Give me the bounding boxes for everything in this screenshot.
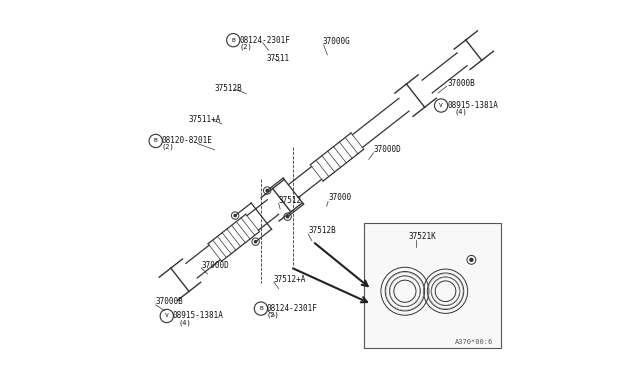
Text: 37000D: 37000D (201, 261, 229, 270)
Text: 08915-1381A: 08915-1381A (172, 311, 223, 320)
Text: 37512B: 37512B (215, 84, 243, 93)
Text: 08120-8201E: 08120-8201E (162, 137, 213, 145)
Circle shape (287, 216, 289, 218)
Text: 08915-1381A: 08915-1381A (447, 101, 499, 110)
FancyBboxPatch shape (364, 223, 501, 349)
Circle shape (255, 241, 257, 243)
Text: (4): (4) (179, 320, 192, 326)
Text: 37512+A: 37512+A (274, 275, 306, 283)
Circle shape (234, 214, 236, 217)
Text: 37000D: 37000D (374, 145, 401, 154)
Text: B: B (231, 38, 235, 43)
Text: 37000: 37000 (328, 193, 351, 202)
Text: 08124-2301F: 08124-2301F (267, 304, 317, 313)
Text: 37511: 37511 (266, 54, 289, 63)
Text: 37511+A: 37511+A (189, 115, 221, 124)
Text: A370*00:6: A370*00:6 (455, 339, 493, 345)
Circle shape (266, 189, 268, 192)
Text: 37000G: 37000G (323, 37, 351, 46)
Text: B: B (154, 138, 157, 144)
Text: (2): (2) (267, 311, 280, 318)
Text: 37000B: 37000B (447, 79, 475, 88)
Circle shape (470, 259, 473, 261)
Text: (4): (4) (455, 109, 467, 115)
Text: 37512: 37512 (278, 196, 302, 205)
Text: V: V (439, 103, 443, 108)
Text: 08124-2301F: 08124-2301F (239, 36, 291, 45)
Text: (2): (2) (162, 144, 175, 151)
Text: V: V (165, 314, 169, 318)
Text: 37521K: 37521K (408, 232, 436, 241)
Text: 37512B: 37512B (308, 226, 336, 235)
Text: B: B (259, 306, 263, 311)
Text: (2): (2) (239, 43, 252, 50)
Text: 37000B: 37000B (156, 297, 184, 306)
